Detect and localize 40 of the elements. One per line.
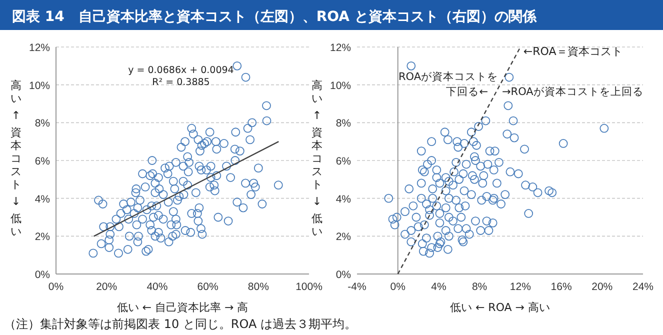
y-tick-label: 12% — [330, 42, 351, 54]
x-tick-label: 80% — [248, 281, 269, 293]
x-tick-label: 20% — [96, 281, 118, 293]
annotation: 下回る← — [446, 86, 488, 98]
x-axis-title: 低い ← ROA → 高い — [450, 301, 550, 314]
annotation: ROAが資本コストを — [398, 70, 498, 83]
x-tick-label: 0% — [390, 281, 406, 293]
y-tick-label: 2% — [34, 231, 50, 244]
x-tick-label: 100% — [296, 281, 322, 293]
y-tick-label: 4% — [34, 193, 50, 206]
y-tick-label: 2% — [336, 231, 351, 244]
text: （注）集計対象等は前掲図表 10 と同じ。ROA は過去３期平均。 — [4, 317, 356, 331]
y-tick-label: 6% — [336, 156, 351, 168]
x-tick-label: 4% — [431, 281, 446, 293]
x-tick-label: 16% — [550, 281, 572, 293]
text: 高い ↑ 資本コスト ↓ 低い — [312, 79, 322, 238]
annotation: y = 0.0686x + 0.0094 — [128, 65, 234, 76]
x-axis-title: 低い ← 自己資本比率 → 高 — [116, 301, 248, 314]
annotation: →ROAが資本コストを上回る — [502, 85, 644, 98]
y-tick-label: 8% — [34, 118, 50, 130]
y-tick-label: 6% — [34, 156, 50, 168]
chart-title: 図表 14 自己資本比率と資本コスト（左図）、ROA と資本コスト（右図）の関係 — [12, 8, 538, 25]
x-tick-label: -4% — [348, 281, 366, 293]
x-tick-label: 8% — [472, 281, 488, 293]
y-tick-label: 0% — [336, 269, 351, 281]
x-tick-label: 60% — [197, 281, 218, 293]
y-tick-label: 8% — [336, 118, 351, 130]
y-tick-label: 10% — [28, 80, 50, 92]
y-tick-label: 0% — [34, 269, 50, 281]
y-tick-label: 10% — [330, 80, 351, 92]
annotation: ←ROA＝資本コスト — [523, 45, 622, 58]
x-tick-label: 0% — [48, 281, 64, 293]
x-tick-label: 40% — [146, 281, 168, 293]
annotation: R² = 0.3885 — [152, 77, 210, 88]
text: 高い ↑ 資本コスト ↓ 低い — [10, 79, 22, 238]
x-tick-label: 12% — [510, 281, 531, 293]
x-tick-label: 20% — [592, 281, 613, 293]
y-tick-label: 4% — [336, 193, 351, 206]
y-tick-label: 12% — [28, 42, 50, 54]
x-tick-label: 24% — [632, 281, 654, 293]
